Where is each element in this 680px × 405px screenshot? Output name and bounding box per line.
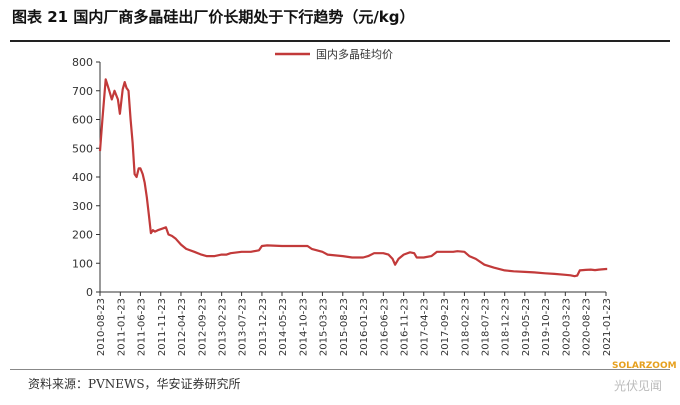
y-axis: 0 100 200 300 400 500 600 700 800 (72, 56, 101, 299)
series-line (98, 78, 608, 278)
x-tick-label: 2011-06-23 (136, 298, 147, 356)
x-tick-label: 2011-11-23 (157, 298, 168, 356)
figure-title: 图表 21 国内厂商多晶硅出厂价长期处于下行趋势（元/kg） (12, 8, 415, 26)
legend: 国内多晶硅均价 (275, 47, 393, 61)
y-tick-label: 400 (72, 171, 93, 184)
x-tick-label: 2016-06-23 (379, 298, 390, 356)
price-line-chart: 0 100 200 300 400 500 600 700 800 2010-08-23 2011… (72, 47, 613, 356)
source-note: 资料来源：PVNEWS，华安证券研究所 (28, 377, 241, 391)
x-tick-label: 2012-04-23 (177, 298, 188, 356)
x-tick-label: 2017-09-23 (440, 298, 451, 356)
x-tick-label: 2019-05-23 (521, 298, 532, 356)
y-tick-label: 100 (72, 257, 93, 270)
x-tick-label: 2014-10-23 (298, 298, 309, 356)
y-tick-label: 0 (86, 286, 93, 299)
x-tick-label: 2020-03-23 (561, 298, 572, 356)
x-tick-label: 2018-12-23 (501, 298, 512, 356)
watermark-badge: SOLARZOOM (612, 361, 677, 371)
y-tick-label: 700 (72, 85, 93, 98)
x-tick-label: 2016-01-23 (359, 298, 370, 356)
x-tick-label: 2015-03-23 (318, 298, 329, 356)
x-axis: 2010-08-23 2011-01-23 2011-06-23 2011-11-23… (96, 291, 613, 356)
x-tick-label: 2021-01-23 (602, 298, 613, 356)
x-tick-label: 2016-11-23 (400, 298, 411, 356)
y-tick-label: 200 (72, 229, 93, 242)
y-tick-label: 300 (72, 200, 93, 213)
y-tick-label: 500 (72, 142, 93, 155)
y-tick-label: 800 (72, 56, 93, 69)
x-tick-label: 2013-07-23 (238, 298, 249, 356)
x-tick-label: 2013-02-23 (218, 298, 229, 356)
x-tick-label: 2015-08-23 (339, 298, 350, 356)
x-tick-label: 2010-08-23 (96, 298, 107, 356)
watermark: 光伏见闻 (613, 379, 662, 393)
x-tick-label: 2011-01-23 (116, 298, 127, 356)
x-tick-label: 2018-07-23 (480, 298, 491, 356)
x-tick-label: 2018-02-23 (460, 298, 471, 356)
x-tick-label: 2013-12-23 (258, 298, 269, 356)
y-tick-label: 600 (72, 114, 93, 127)
x-tick-label: 2020-08-23 (582, 298, 593, 356)
x-tick-label: 2019-10-23 (541, 298, 552, 356)
legend-label: 国内多晶硅均价 (316, 47, 393, 61)
x-tick-label: 2017-04-23 (420, 298, 431, 356)
title-divider (10, 40, 670, 42)
x-tick-label: 2014-05-23 (278, 298, 289, 356)
series-layer (98, 78, 608, 278)
footer-divider (10, 369, 670, 370)
x-tick-label: 2012-09-23 (197, 298, 208, 356)
